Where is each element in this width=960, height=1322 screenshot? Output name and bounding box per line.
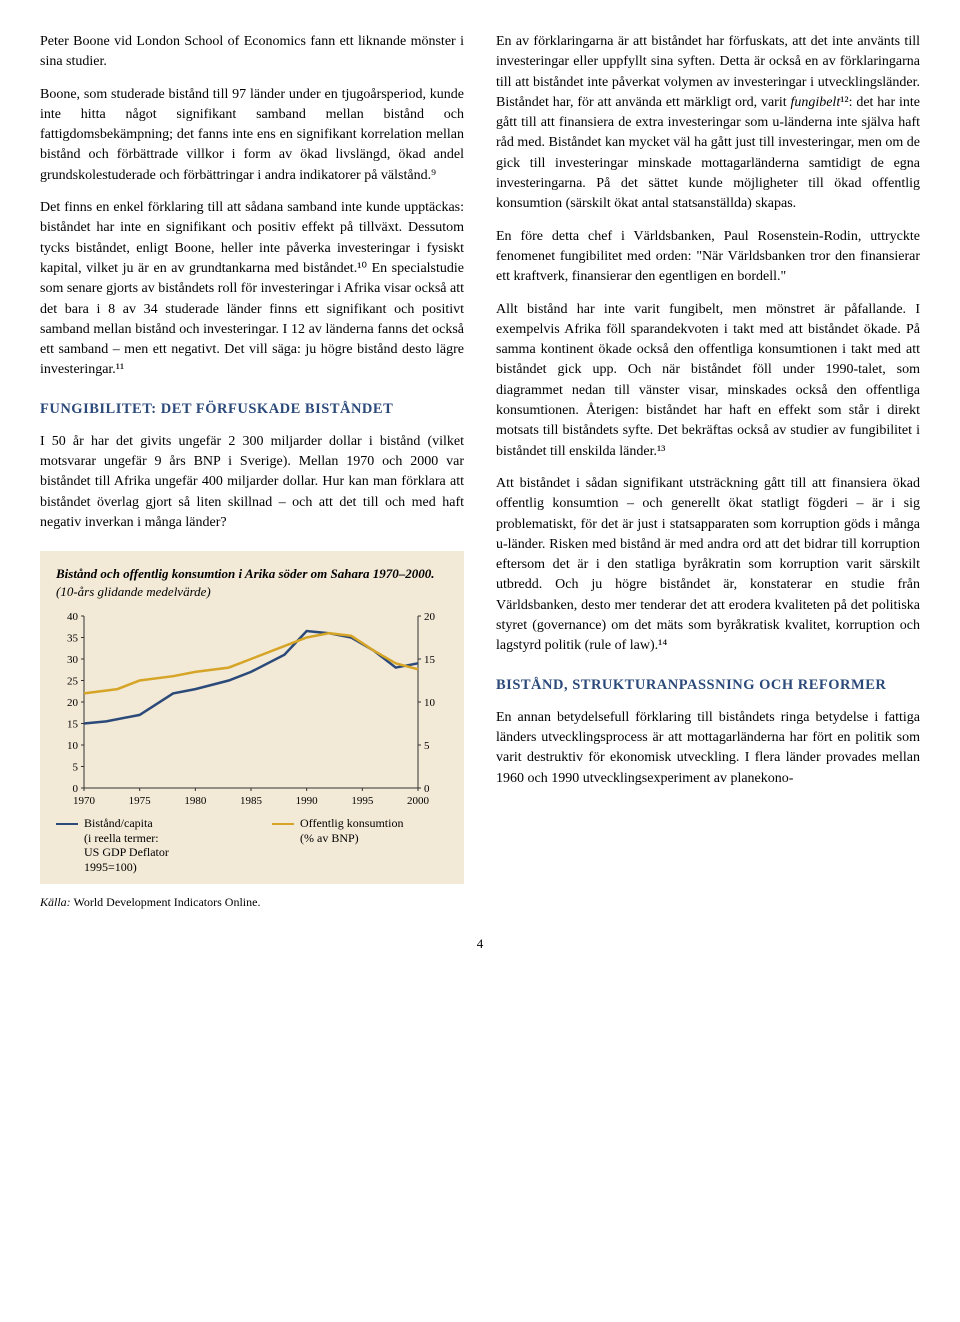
svg-text:1985: 1985	[240, 795, 263, 807]
svg-text:25: 25	[67, 676, 79, 688]
body-paragraph: I 50 år har det givits ungefär 2 300 mil…	[40, 432, 464, 533]
svg-text:0: 0	[73, 783, 79, 795]
line-chart: 0 5 10 15 20 25 30 35 40 0 5 10 15 20 1970 1975 1980 1985…	[56, 610, 446, 810]
svg-text:5: 5	[73, 762, 79, 774]
body-paragraph: En annan betydelsefull förklaring till b…	[496, 708, 920, 789]
body-paragraph: En före detta chef i Världsbanken, Paul …	[496, 227, 920, 288]
svg-text:10: 10	[424, 697, 436, 709]
legend-label: Offentlig konsumtion(% av BNP)	[300, 816, 403, 845]
svg-text:15: 15	[424, 654, 436, 666]
svg-text:1980: 1980	[184, 795, 207, 807]
left-column: Peter Boone vid London School of Economi…	[40, 32, 464, 911]
body-paragraph: Att biståndet i sådan signifikant utsträ…	[496, 474, 920, 657]
body-paragraph: Det finns en enkel förklaring till att s…	[40, 198, 464, 381]
svg-text:15: 15	[67, 719, 79, 731]
svg-text:0: 0	[424, 783, 430, 795]
svg-text:10: 10	[67, 740, 79, 752]
svg-text:20: 20	[67, 697, 79, 709]
body-paragraph: En av förklaringarna är att biståndet ha…	[496, 32, 920, 215]
section-heading: Fungibilitet: det förfuskade biståndet	[40, 399, 464, 420]
svg-text:35: 35	[67, 633, 79, 645]
chart-title-bold: Bistånd och offentlig konsumtion i Arika…	[56, 566, 435, 581]
legend-item-bistand: Bistånd/capita(i reella termer:US GDP De…	[56, 816, 232, 874]
svg-text:40: 40	[67, 611, 79, 623]
svg-text:1975: 1975	[129, 795, 152, 807]
svg-text:30: 30	[67, 654, 79, 666]
body-paragraph: Peter Boone vid London School of Economi…	[40, 32, 464, 73]
body-paragraph: Allt bistånd har inte varit fungibelt, m…	[496, 300, 920, 462]
chart-title-italic: (10-års glidande medelvärde)	[56, 584, 211, 599]
svg-text:20: 20	[424, 611, 436, 623]
page-number: 4	[40, 935, 920, 954]
svg-text:1970: 1970	[73, 795, 96, 807]
right-column: En av förklaringarna är att biståndet ha…	[496, 32, 920, 911]
svg-text:5: 5	[424, 740, 430, 752]
chart-legend: Bistånd/capita(i reella termer:US GDP De…	[56, 816, 448, 874]
two-column-layout: Peter Boone vid London School of Economi…	[40, 32, 920, 911]
svg-text:1995: 1995	[351, 795, 374, 807]
legend-label: Bistånd/capita(i reella termer:US GDP De…	[84, 816, 169, 874]
svg-text:1990: 1990	[296, 795, 319, 807]
body-paragraph: Boone, som studerade bistånd till 97 län…	[40, 85, 464, 186]
legend-item-konsumtion: Offentlig konsumtion(% av BNP)	[272, 816, 448, 845]
source-text: World Development Indicators Online.	[71, 895, 261, 909]
source-label: Källa:	[40, 895, 71, 909]
chart-source: Källa: World Development Indicators Onli…	[40, 894, 464, 911]
chart-title: Bistånd och offentlig konsumtion i Arika…	[56, 565, 448, 600]
legend-line-icon	[56, 823, 78, 825]
chart-container: Bistånd och offentlig konsumtion i Arika…	[40, 551, 464, 884]
svg-text:2000: 2000	[407, 795, 430, 807]
legend-line-icon	[272, 823, 294, 825]
section-heading: Bistånd, strukturanpassning och reformer	[496, 675, 920, 696]
